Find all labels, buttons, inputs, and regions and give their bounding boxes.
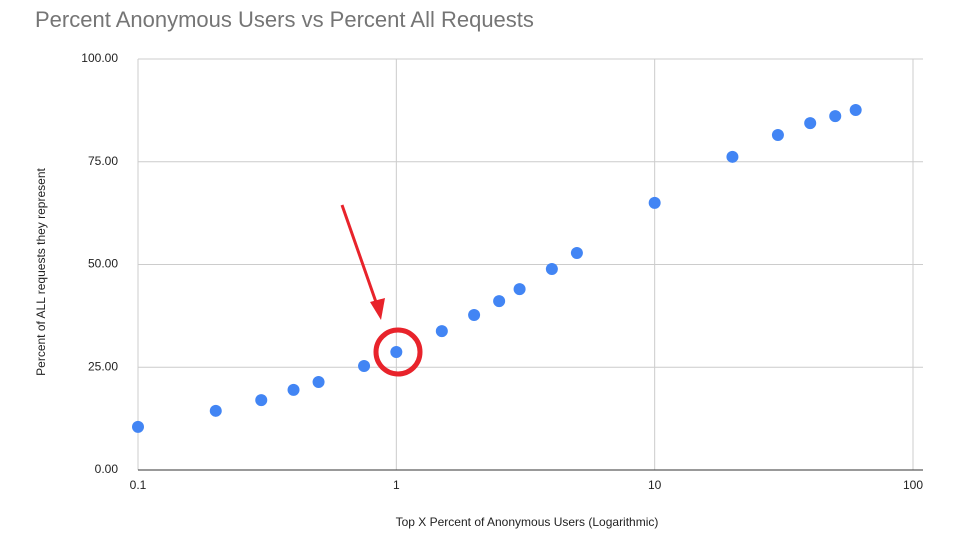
y-tick-label: 25.00 (88, 359, 118, 373)
annotation-arrowhead (370, 298, 385, 320)
x-axis-label: Top X Percent of Anonymous Users (Logari… (396, 515, 659, 529)
point (435, 325, 448, 338)
point (287, 383, 300, 396)
x-tick-label: 100 (903, 478, 923, 492)
y-tick-label: 50.00 (88, 257, 118, 271)
point (771, 129, 784, 142)
x-tick-label: 1 (393, 478, 400, 492)
x-tick-label: 10 (648, 478, 662, 492)
point (513, 283, 526, 296)
point (545, 263, 558, 276)
point (358, 360, 371, 373)
point (726, 150, 739, 163)
point (829, 110, 842, 123)
point (132, 420, 144, 433)
annotation-arrow (340, 204, 379, 306)
x-tick-label: 0.1 (130, 478, 147, 492)
chart-title: Percent Anonymous Users vs Percent All R… (35, 7, 534, 32)
y-tick-label: 75.00 (88, 154, 118, 168)
point (468, 309, 481, 322)
point (648, 196, 661, 209)
y-tick-label: 0.00 (95, 462, 119, 476)
point (312, 376, 325, 389)
annotation-circle (373, 327, 423, 377)
point (849, 103, 862, 116)
point (390, 346, 403, 359)
point (570, 246, 583, 259)
point (493, 295, 506, 308)
y-tick-label: 100.00 (81, 51, 118, 65)
plot-area: 0.00 25.00 50.00 75.00 100.00 0.1 1 10 100 (81, 51, 923, 492)
y-axis-label: Percent of ALL requests they represent (34, 167, 48, 375)
point (804, 117, 817, 130)
annotation (340, 204, 423, 377)
point (255, 394, 268, 407)
point (209, 404, 222, 417)
